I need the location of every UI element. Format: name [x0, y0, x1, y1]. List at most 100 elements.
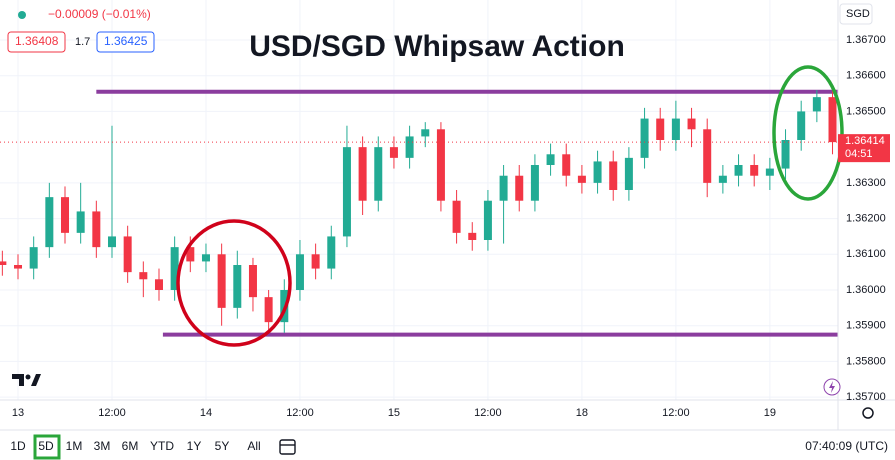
candle-body [61, 197, 70, 233]
x-tick-label: 15 [388, 407, 400, 419]
status-dot [18, 11, 26, 19]
candle-body [405, 136, 414, 158]
plot [0, 89, 838, 337]
timeframe-button[interactable]: 1D [10, 439, 26, 453]
x-tick-label: 14 [200, 407, 212, 419]
timeframe-button[interactable]: 1Y [187, 439, 202, 453]
x-tick-label: 12:00 [286, 407, 314, 419]
lightning-glyph [829, 381, 835, 393]
candle-body [342, 147, 351, 237]
candle-body [546, 154, 555, 165]
candle-body [624, 157, 633, 190]
x-tick-label: 12:00 [474, 407, 502, 419]
candle-body [436, 129, 445, 201]
candle-body [609, 161, 618, 190]
candle-body [750, 165, 759, 176]
ask-box[interactable] [96, 31, 155, 53]
toolbar: 1D 5D 1M 3M 6M YTD 1Y 5Y All [10, 434, 261, 460]
timeframe-active [33, 434, 61, 460]
candle-body [530, 165, 539, 201]
y-tick-label: 1.36300 [846, 177, 886, 189]
tradingview-logo [12, 374, 41, 386]
candle-body [201, 254, 210, 262]
candle-body [515, 175, 524, 201]
candle-body [703, 129, 712, 183]
candle-body [812, 97, 821, 112]
timeframe-button[interactable]: 1M [66, 439, 83, 453]
green-circle [772, 65, 844, 201]
currency[interactable]: SGD [846, 8, 870, 20]
clock: 07:40:09 (UTC) [805, 439, 888, 453]
x-tick-label: 12:00 [662, 407, 690, 419]
candle-body [248, 265, 257, 298]
x-tick-label: 19 [764, 407, 776, 419]
candle-body [170, 247, 179, 290]
candle-body [562, 154, 571, 176]
candle-body [687, 118, 696, 130]
candle-body [0, 261, 7, 265]
candle-body [389, 147, 398, 158]
last-price-box [838, 134, 890, 163]
candle-body [233, 265, 242, 308]
spread: 1.7 [75, 36, 90, 48]
calendar-icon[interactable] [279, 439, 296, 455]
bid-box[interactable] [7, 31, 66, 53]
y-tick-label: 1.36500 [846, 105, 886, 117]
timeframe-button[interactable]: YTD [150, 439, 174, 453]
y-tick-label: 1.35900 [846, 320, 886, 332]
candle-body [107, 236, 116, 248]
x-tick-label: 13 [12, 407, 24, 419]
candle-body [718, 175, 727, 183]
ask[interactable]: 1.36425 [104, 34, 148, 48]
candle-body [29, 247, 38, 269]
y-tick-label: 1.36600 [846, 70, 886, 82]
red-circle [176, 219, 292, 347]
candle-body [374, 147, 383, 201]
candle-body [217, 254, 226, 308]
chart-title: USD/SGD Whipsaw Action [249, 30, 625, 63]
candle-body [295, 254, 304, 290]
candle-body [45, 197, 54, 248]
settings-icon[interactable] [862, 407, 874, 419]
candle-body [640, 118, 649, 158]
candle-body [123, 236, 132, 273]
timeframe-button[interactable]: 3M [94, 439, 111, 453]
y-tick-label: 1.36100 [846, 248, 886, 260]
y-tick-label: 1.35700 [846, 391, 886, 403]
candle-body [797, 111, 806, 140]
currency-box[interactable] [839, 3, 873, 25]
timeframe-button[interactable]: 5Y [215, 439, 230, 453]
candle-body [593, 161, 602, 183]
candle-body [671, 118, 680, 140]
y-tick-label: 1.36700 [846, 34, 886, 46]
candle-body [483, 200, 492, 240]
y-tick-label: 1.35800 [846, 355, 886, 367]
candle-body [76, 211, 85, 233]
timeframe-button[interactable]: All [247, 439, 260, 453]
candle-body [139, 272, 148, 280]
timeframe-button[interactable]: 6M [122, 439, 139, 453]
y-tick-label: 1.36200 [846, 212, 886, 224]
candle-body [280, 290, 289, 323]
candle-body [14, 265, 23, 269]
candle-body [311, 254, 320, 269]
change: −0.00009 (−0.01%) [48, 7, 151, 21]
candle-body [264, 297, 273, 323]
candle-body [452, 200, 461, 233]
bid[interactable]: 1.36408 [15, 34, 59, 48]
y-tick-label: 1.36000 [846, 284, 886, 296]
candle-body [781, 140, 790, 169]
x-tick-label: 12:00 [98, 407, 126, 419]
candle-body [186, 247, 195, 262]
candle-body [577, 175, 586, 183]
candle-body [656, 118, 665, 140]
candle-body [421, 129, 430, 137]
candle-body [765, 168, 774, 176]
x-tick-label: 18 [576, 407, 588, 419]
candle-body [154, 279, 163, 290]
candle-body [468, 232, 477, 240]
timeframe-button[interactable]: 5D [38, 439, 54, 453]
candle-body [358, 147, 367, 201]
candle-body [828, 97, 837, 143]
